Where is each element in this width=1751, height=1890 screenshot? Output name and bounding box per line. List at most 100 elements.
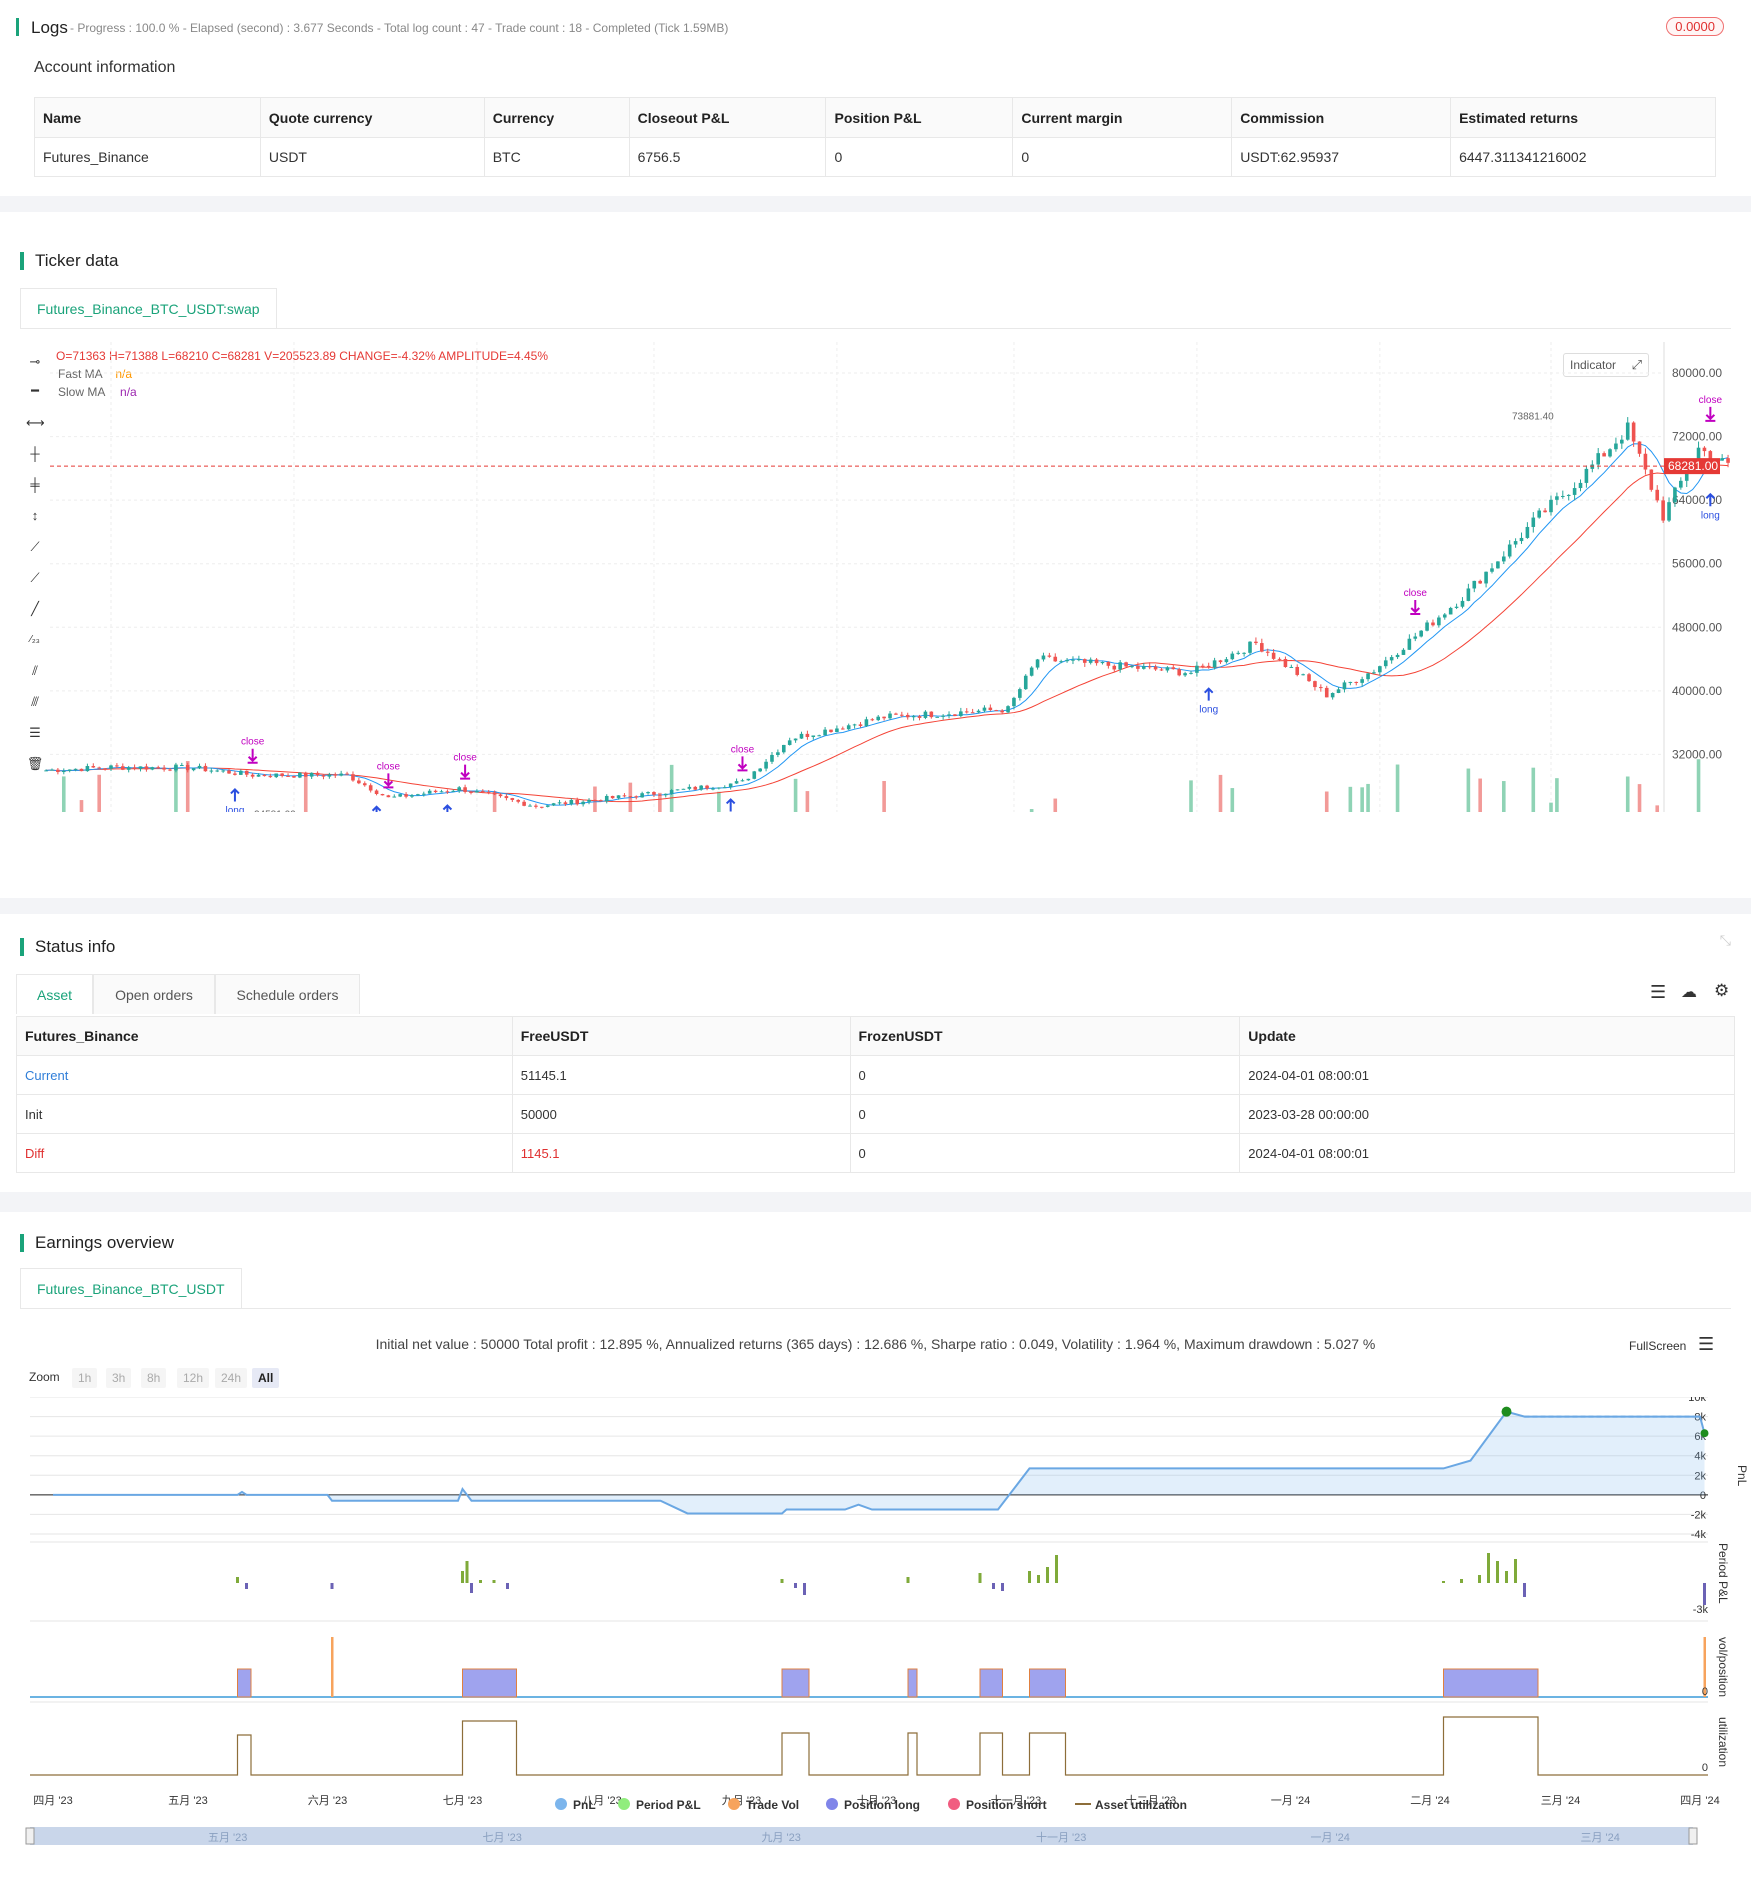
account-cell: 6447.311341216002 — [1450, 137, 1716, 177]
candle-body — [929, 711, 934, 718]
ray-icon[interactable]: ⟋ — [30, 539, 40, 554]
candle-body — [315, 772, 320, 776]
candle-body — [1324, 687, 1329, 698]
candle-body — [421, 793, 426, 795]
candle-body — [758, 768, 762, 772]
period-axis-label: Period P&L — [1716, 1543, 1730, 1604]
menu-icon[interactable]: ☰ — [1698, 1334, 1715, 1354]
earnings-tab[interactable]: Futures_Binance_BTC_USDT — [20, 1268, 242, 1308]
period-pnl-bar — [1496, 1561, 1499, 1583]
zoom-24h-button[interactable]: 24h — [215, 1368, 248, 1388]
zoom-12h-button[interactable]: 12h — [177, 1368, 210, 1388]
navigator-right-handle[interactable] — [1688, 1827, 1698, 1845]
candle-body — [917, 716, 922, 718]
tab-asset[interactable]: Asset — [16, 974, 93, 1014]
candle-body — [858, 724, 863, 726]
candle-body — [1466, 588, 1471, 601]
vertical-segment-icon[interactable]: ↕ — [31, 508, 39, 523]
tab-schedule-orders[interactable]: Schedule orders — [215, 974, 360, 1014]
candle-body — [44, 770, 48, 772]
legend-item-trade-vol[interactable]: Trade Vol — [728, 1798, 799, 1812]
candle-body — [386, 795, 391, 798]
legend-item-position-short[interactable]: Position short — [948, 1798, 1047, 1812]
candle-body — [1283, 659, 1288, 667]
candle-body — [628, 796, 633, 798]
pnl-tick-label: -2k — [1691, 1509, 1707, 1521]
candle-body — [1053, 656, 1058, 662]
navigator-left-handle[interactable] — [25, 1827, 35, 1845]
candle-body — [722, 787, 727, 789]
candle-body — [687, 786, 692, 789]
account-header-cell: Currency — [483, 97, 630, 138]
candle-body — [463, 787, 467, 792]
cross-line-icon[interactable]: ╪ — [30, 477, 40, 492]
zoom-8h-button[interactable]: 8h — [141, 1368, 167, 1388]
ticker-tab[interactable]: Futures_Binance_BTC_USDT:swap — [20, 288, 277, 328]
candle-body — [829, 729, 833, 733]
zoom-1h-button[interactable]: 1h — [72, 1368, 98, 1388]
segment-icon[interactable]: ╱ — [31, 601, 39, 616]
list-icon[interactable]: ☰ — [1650, 982, 1667, 1002]
candle-body — [1531, 517, 1536, 527]
parallel-channel-icon[interactable]: ⫽ — [32, 663, 38, 678]
candle-body — [1401, 649, 1406, 655]
long-marker-icon — [371, 805, 382, 812]
account-header-cell: Name — [34, 97, 261, 138]
candle-body — [1271, 652, 1276, 659]
candle-body — [475, 791, 479, 793]
candle-body — [481, 791, 485, 793]
extended-line-icon[interactable]: ⟷ — [26, 415, 45, 430]
legend-item-period-p-l[interactable]: Period P&L — [618, 1798, 701, 1812]
expand-icon[interactable]: ⤢ — [1631, 357, 1642, 372]
zoom-3h-button[interactable]: 3h — [106, 1368, 132, 1388]
candle-body — [1437, 617, 1441, 626]
candle-body — [492, 792, 497, 795]
legend-item-pnl[interactable]: PnL — [555, 1798, 596, 1812]
tab-open-orders[interactable]: Open orders — [93, 974, 215, 1014]
zoom-all-button[interactable]: All — [252, 1368, 280, 1388]
volume-bar — [1555, 778, 1559, 812]
navigator-tick-label: 三月 '24 — [1581, 1832, 1620, 1844]
price-label-icon[interactable]: ⁄₂₃ — [30, 634, 40, 645]
candle-body — [1543, 510, 1547, 513]
period-pnl-bar — [236, 1577, 239, 1583]
fullscreen-button[interactable]: FullScreen — [1629, 1339, 1687, 1353]
gear-icon[interactable]: ⚙ — [1714, 981, 1730, 1000]
asset-header-cell: Futures_Binance — [16, 1016, 513, 1056]
candle-body — [1189, 672, 1193, 674]
horizontal-ray-icon[interactable]: ⊸ — [29, 354, 41, 369]
fib-retracement-icon[interactable]: ☰ — [29, 725, 41, 740]
candle-body — [150, 767, 155, 770]
candle-body — [203, 765, 208, 772]
candle-body — [994, 710, 999, 712]
account-cell: USDT — [259, 137, 485, 177]
volume-bar — [185, 761, 190, 812]
candle-body — [1555, 496, 1559, 500]
candle-body — [1094, 659, 1099, 664]
horizontal-line-icon[interactable]: ━ — [31, 383, 39, 398]
trend-line-icon[interactable]: ⟋ — [30, 570, 40, 585]
candle-body — [835, 728, 839, 733]
candle-body — [1153, 666, 1158, 670]
period-pnl-bar — [1046, 1567, 1049, 1583]
legend-item-position-long[interactable]: Position long — [826, 1798, 920, 1812]
x-tick-label: 七月 '23 — [443, 1794, 482, 1807]
candle-body — [1023, 675, 1028, 690]
legend-swatch — [948, 1798, 960, 1810]
legend-item-asset-utilization[interactable]: Asset utilization — [1075, 1798, 1187, 1812]
candle-body — [1425, 622, 1429, 631]
candle-body — [91, 766, 96, 768]
navigator-range — [30, 1827, 1693, 1845]
vertical-line-icon[interactable]: ┼ — [30, 446, 40, 461]
fib-channel-icon[interactable]: ⫻ — [31, 694, 39, 709]
trash-icon[interactable]: 🗑 — [26, 756, 44, 771]
candle-body — [1726, 458, 1730, 463]
navigator-tick-label: 一月 '24 — [1311, 1832, 1350, 1844]
earnings-tab-underline — [20, 1308, 1731, 1309]
candle-body — [1136, 666, 1140, 669]
candle-body — [1006, 706, 1010, 713]
collapse-icon[interactable]: ⤡ — [1719, 932, 1731, 948]
cloud-download-icon[interactable]: ☁ — [1681, 984, 1697, 1001]
period-pnl-bar — [506, 1583, 509, 1589]
candle-body — [451, 790, 456, 792]
